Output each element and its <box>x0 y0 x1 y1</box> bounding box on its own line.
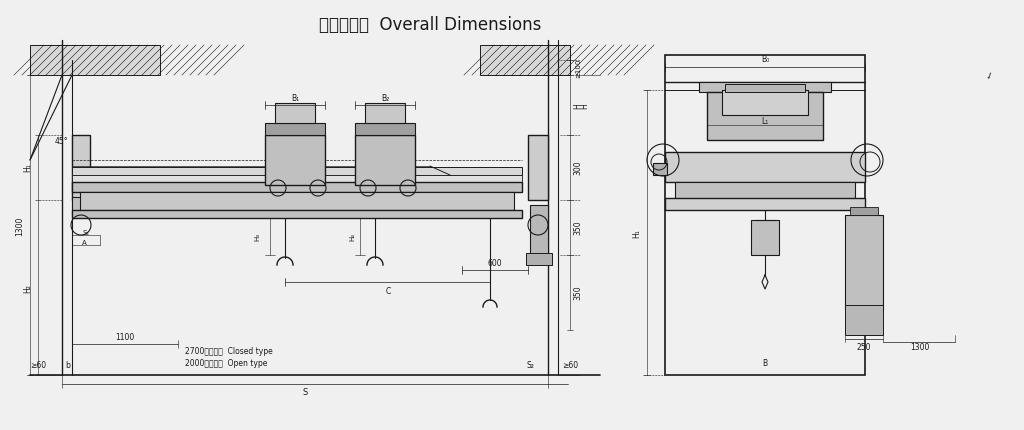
Text: H₄: H₄ <box>349 233 355 240</box>
Text: S: S <box>302 387 307 396</box>
Text: 45°: 45° <box>55 136 69 145</box>
Bar <box>528 136 548 200</box>
Bar <box>526 253 552 265</box>
Text: ≥60: ≥60 <box>30 359 46 369</box>
Bar <box>530 206 548 255</box>
Text: C: C <box>385 286 390 295</box>
Text: 1300: 1300 <box>15 216 25 235</box>
Bar <box>665 199 865 211</box>
Text: S₁: S₁ <box>82 230 89 236</box>
Text: 2000（开式）  Open type: 2000（开式） Open type <box>185 358 267 367</box>
Text: b: b <box>66 359 71 369</box>
Bar <box>725 85 805 93</box>
Bar <box>722 91 808 116</box>
Text: 350: 350 <box>573 285 583 300</box>
Bar <box>665 153 865 183</box>
Text: 2700（闭式）  Closed type: 2700（闭式） Closed type <box>185 346 272 355</box>
Bar <box>72 175 522 183</box>
Text: 1100: 1100 <box>116 332 134 341</box>
Bar <box>80 193 514 211</box>
Text: ✓: ✓ <box>984 70 995 82</box>
Text: 300: 300 <box>573 160 583 175</box>
Bar <box>355 136 415 186</box>
Bar <box>355 124 415 136</box>
Bar <box>480 46 570 76</box>
Text: H₁: H₁ <box>633 229 641 238</box>
Text: H₁: H₁ <box>24 163 33 172</box>
Text: A: A <box>82 240 87 246</box>
Bar <box>699 83 831 93</box>
Text: 外形尺寸图  Overall Dimensions: 外形尺寸图 Overall Dimensions <box>318 16 542 34</box>
Text: 350: 350 <box>573 220 583 235</box>
Bar <box>72 136 90 200</box>
Bar <box>265 124 325 136</box>
Bar <box>72 211 522 218</box>
Text: 250: 250 <box>857 343 871 352</box>
Text: ≥60: ≥60 <box>562 359 579 369</box>
Bar <box>850 208 878 215</box>
Text: L₁: L₁ <box>762 116 769 125</box>
Bar <box>675 183 855 200</box>
Bar <box>845 305 883 335</box>
Text: B₁: B₁ <box>291 93 299 102</box>
Text: B: B <box>763 358 768 367</box>
Bar <box>72 183 522 193</box>
Text: H₂: H₂ <box>24 284 33 293</box>
Bar <box>845 215 883 310</box>
Bar <box>665 56 865 375</box>
Text: ≥100: ≥100 <box>575 58 581 77</box>
Bar <box>653 164 667 175</box>
Text: H: H <box>581 103 590 109</box>
Bar <box>265 136 325 186</box>
Text: H₃: H₃ <box>254 233 260 240</box>
Bar <box>751 221 779 255</box>
Text: B₀: B₀ <box>761 54 769 63</box>
Bar <box>275 104 315 124</box>
Text: B₂: B₂ <box>381 93 389 102</box>
Bar <box>365 104 406 124</box>
Text: 600: 600 <box>487 258 503 267</box>
Bar <box>707 93 823 141</box>
Text: S₂: S₂ <box>526 359 534 369</box>
Text: H: H <box>573 103 583 109</box>
Bar <box>30 46 160 76</box>
Bar <box>72 197 90 215</box>
Text: 1300: 1300 <box>910 343 930 352</box>
Bar <box>72 168 522 175</box>
